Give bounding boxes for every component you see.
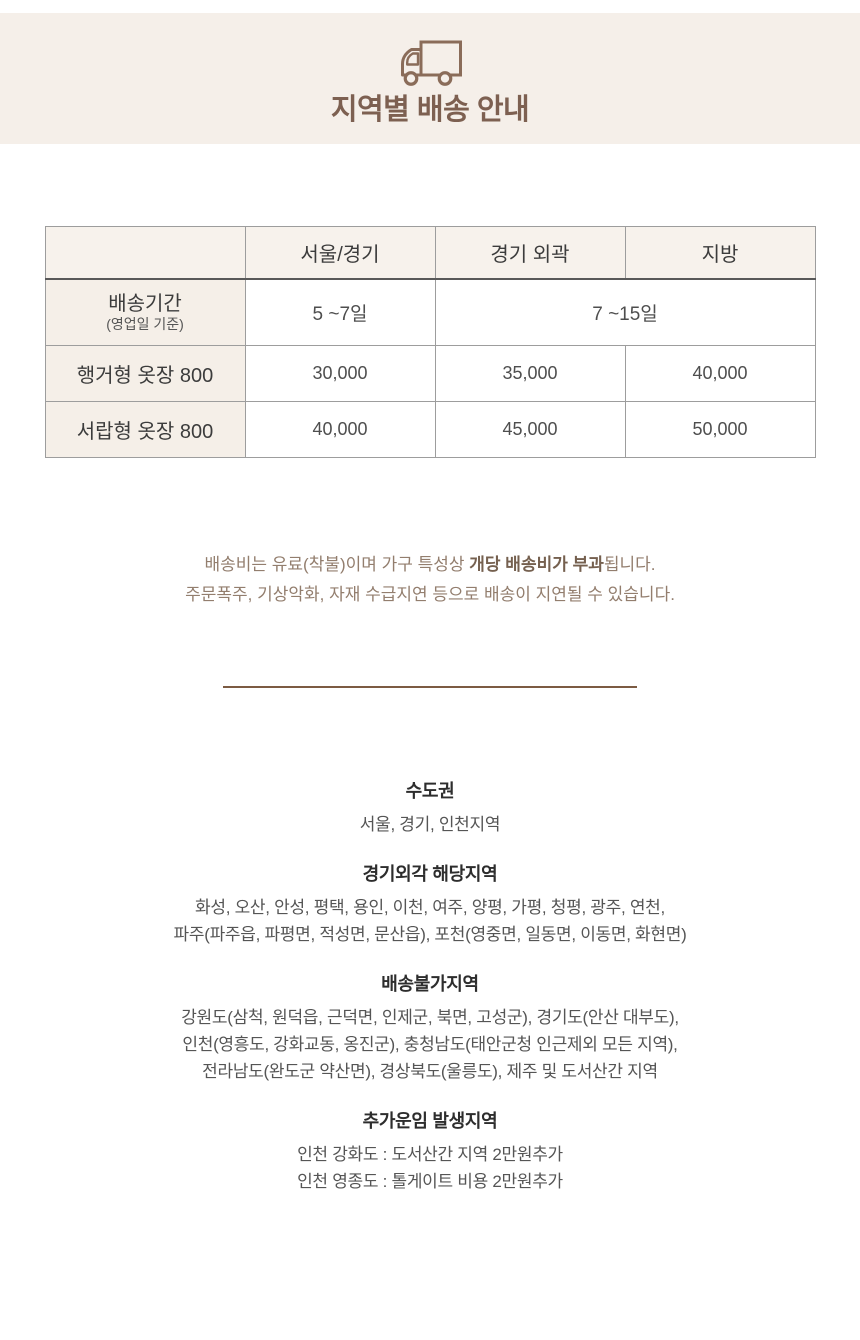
region-title: 배송불가지역: [381, 974, 479, 994]
header-band: 지역별 배송 안내: [0, 13, 860, 144]
row-label-main: 배송기간: [108, 292, 182, 315]
region-line: 화성, 오산, 안성, 평택, 용인, 이천, 여주, 양평, 가평, 청평, …: [195, 898, 665, 917]
col-header-gyeonggi-outskirts: 경기 외곽: [434, 226, 626, 280]
region-info-list: 수도권 서울, 경기, 인천지역 경기외각 해당지역 화성, 오산, 안성, 평…: [0, 780, 860, 1195]
notice-line1-prefix: 배송비는 유료(착불)이며 가구 특성상: [204, 555, 470, 574]
cell-hanger-province-price: 40,000: [624, 345, 816, 402]
row-label-hanger-wardrobe: 행거형 옷장 800: [44, 345, 246, 402]
region-title: 추가운임 발생지역: [362, 1111, 498, 1131]
col-header-seoul-gyeonggi: 서울/경기: [244, 226, 436, 280]
table-row-delivery-period: 배송기간 (영업일 기준) 5 ~7일 7 ~15일: [44, 278, 816, 346]
table-header-row: 서울/경기 경기 외곽 지방: [44, 226, 816, 280]
cell-period-seoul-gyeonggi: 5 ~7일: [244, 278, 436, 346]
cell-drawer-outskirts-price: 45,000: [434, 401, 626, 458]
cell-drawer-seoul-price: 40,000: [244, 401, 436, 458]
table-row-hanger-wardrobe-800: 행거형 옷장 800 30,000 35,000 40,000: [44, 345, 816, 402]
region-title: 경기외각 해당지역: [362, 864, 498, 884]
notice-line-2: 주문폭주, 기상악화, 자재 수급지연 등으로 배송이 지연될 수 있습니다.: [185, 585, 675, 604]
region-title: 수도권: [405, 781, 455, 801]
corner-cell: [44, 226, 246, 280]
region-section-gyeonggi-outskirts: 경기외각 해당지역 화성, 오산, 안성, 평택, 용인, 이천, 여주, 양평…: [0, 863, 860, 948]
truck-icon: [401, 40, 462, 86]
cell-period-outskirts-province: 7 ~15일: [434, 278, 816, 346]
cell-hanger-outskirts-price: 35,000: [434, 345, 626, 402]
shipping-price-table: 서울/경기 경기 외곽 지방 배송기간 (영업일 기준) 5 ~7일 7 ~15…: [44, 226, 816, 458]
region-line: 강원도(삼척, 원덕읍, 근덕면, 인제군, 북면, 고성군), 경기도(안산 …: [181, 1008, 679, 1027]
region-line: 인천(영흥도, 강화교동, 옹진군), 충청남도(태안군청 인근제외 모든 지역…: [182, 1035, 678, 1054]
region-line: 인천 강화도 : 도서산간 지역 2만원추가: [297, 1145, 563, 1164]
page-title: 지역별 배송 안내: [330, 94, 530, 126]
section-divider: [223, 686, 637, 688]
table-row-drawer-wardrobe-800: 서랍형 옷장 800 40,000 45,000 50,000: [44, 401, 816, 458]
notice-line1-bold: 개당 배송비가 부과: [469, 555, 604, 574]
row-label-drawer-wardrobe: 서랍형 옷장 800: [44, 401, 246, 458]
region-line: 서울, 경기, 인천지역: [359, 815, 501, 834]
region-line: 파주(파주읍, 파평면, 적성면, 문산읍), 포천(영중면, 일동면, 이동면…: [173, 925, 687, 944]
col-header-province: 지방: [624, 226, 816, 280]
row-label-delivery-period: 배송기간 (영업일 기준): [44, 278, 246, 346]
region-line: 전라남도(완도군 약산면), 경상북도(울릉도), 제주 및 도서산간 지역: [202, 1062, 658, 1081]
region-section-metropolitan: 수도권 서울, 경기, 인천지역: [0, 780, 860, 838]
row-label-sub: (영업일 기준): [106, 315, 184, 332]
shipping-notice: 배송비는 유료(착불)이며 가구 특성상 개당 배송비가 부과됩니다. 주문폭주…: [0, 550, 860, 610]
cell-hanger-seoul-price: 30,000: [244, 345, 436, 402]
notice-line1-suffix: 됩니다.: [603, 555, 656, 574]
region-section-extra-fare: 추가운임 발생지역 인천 강화도 : 도서산간 지역 2만원추가 인천 영종도 …: [0, 1110, 860, 1195]
cell-drawer-province-price: 50,000: [624, 401, 816, 458]
region-section-undeliverable: 배송불가지역 강원도(삼척, 원덕읍, 근덕면, 인제군, 북면, 고성군), …: [0, 973, 860, 1085]
shipping-info-page: 지역별 배송 안내 서울/경기 경기 외곽 지방 배송기간 (영업일 기준) 5…: [0, 13, 860, 1340]
notice-line-1: 배송비는 유료(착불)이며 가구 특성상 개당 배송비가 부과됩니다.: [0, 550, 860, 580]
region-line: 인천 영종도 : 톨게이트 비용 2만원추가: [297, 1172, 563, 1191]
